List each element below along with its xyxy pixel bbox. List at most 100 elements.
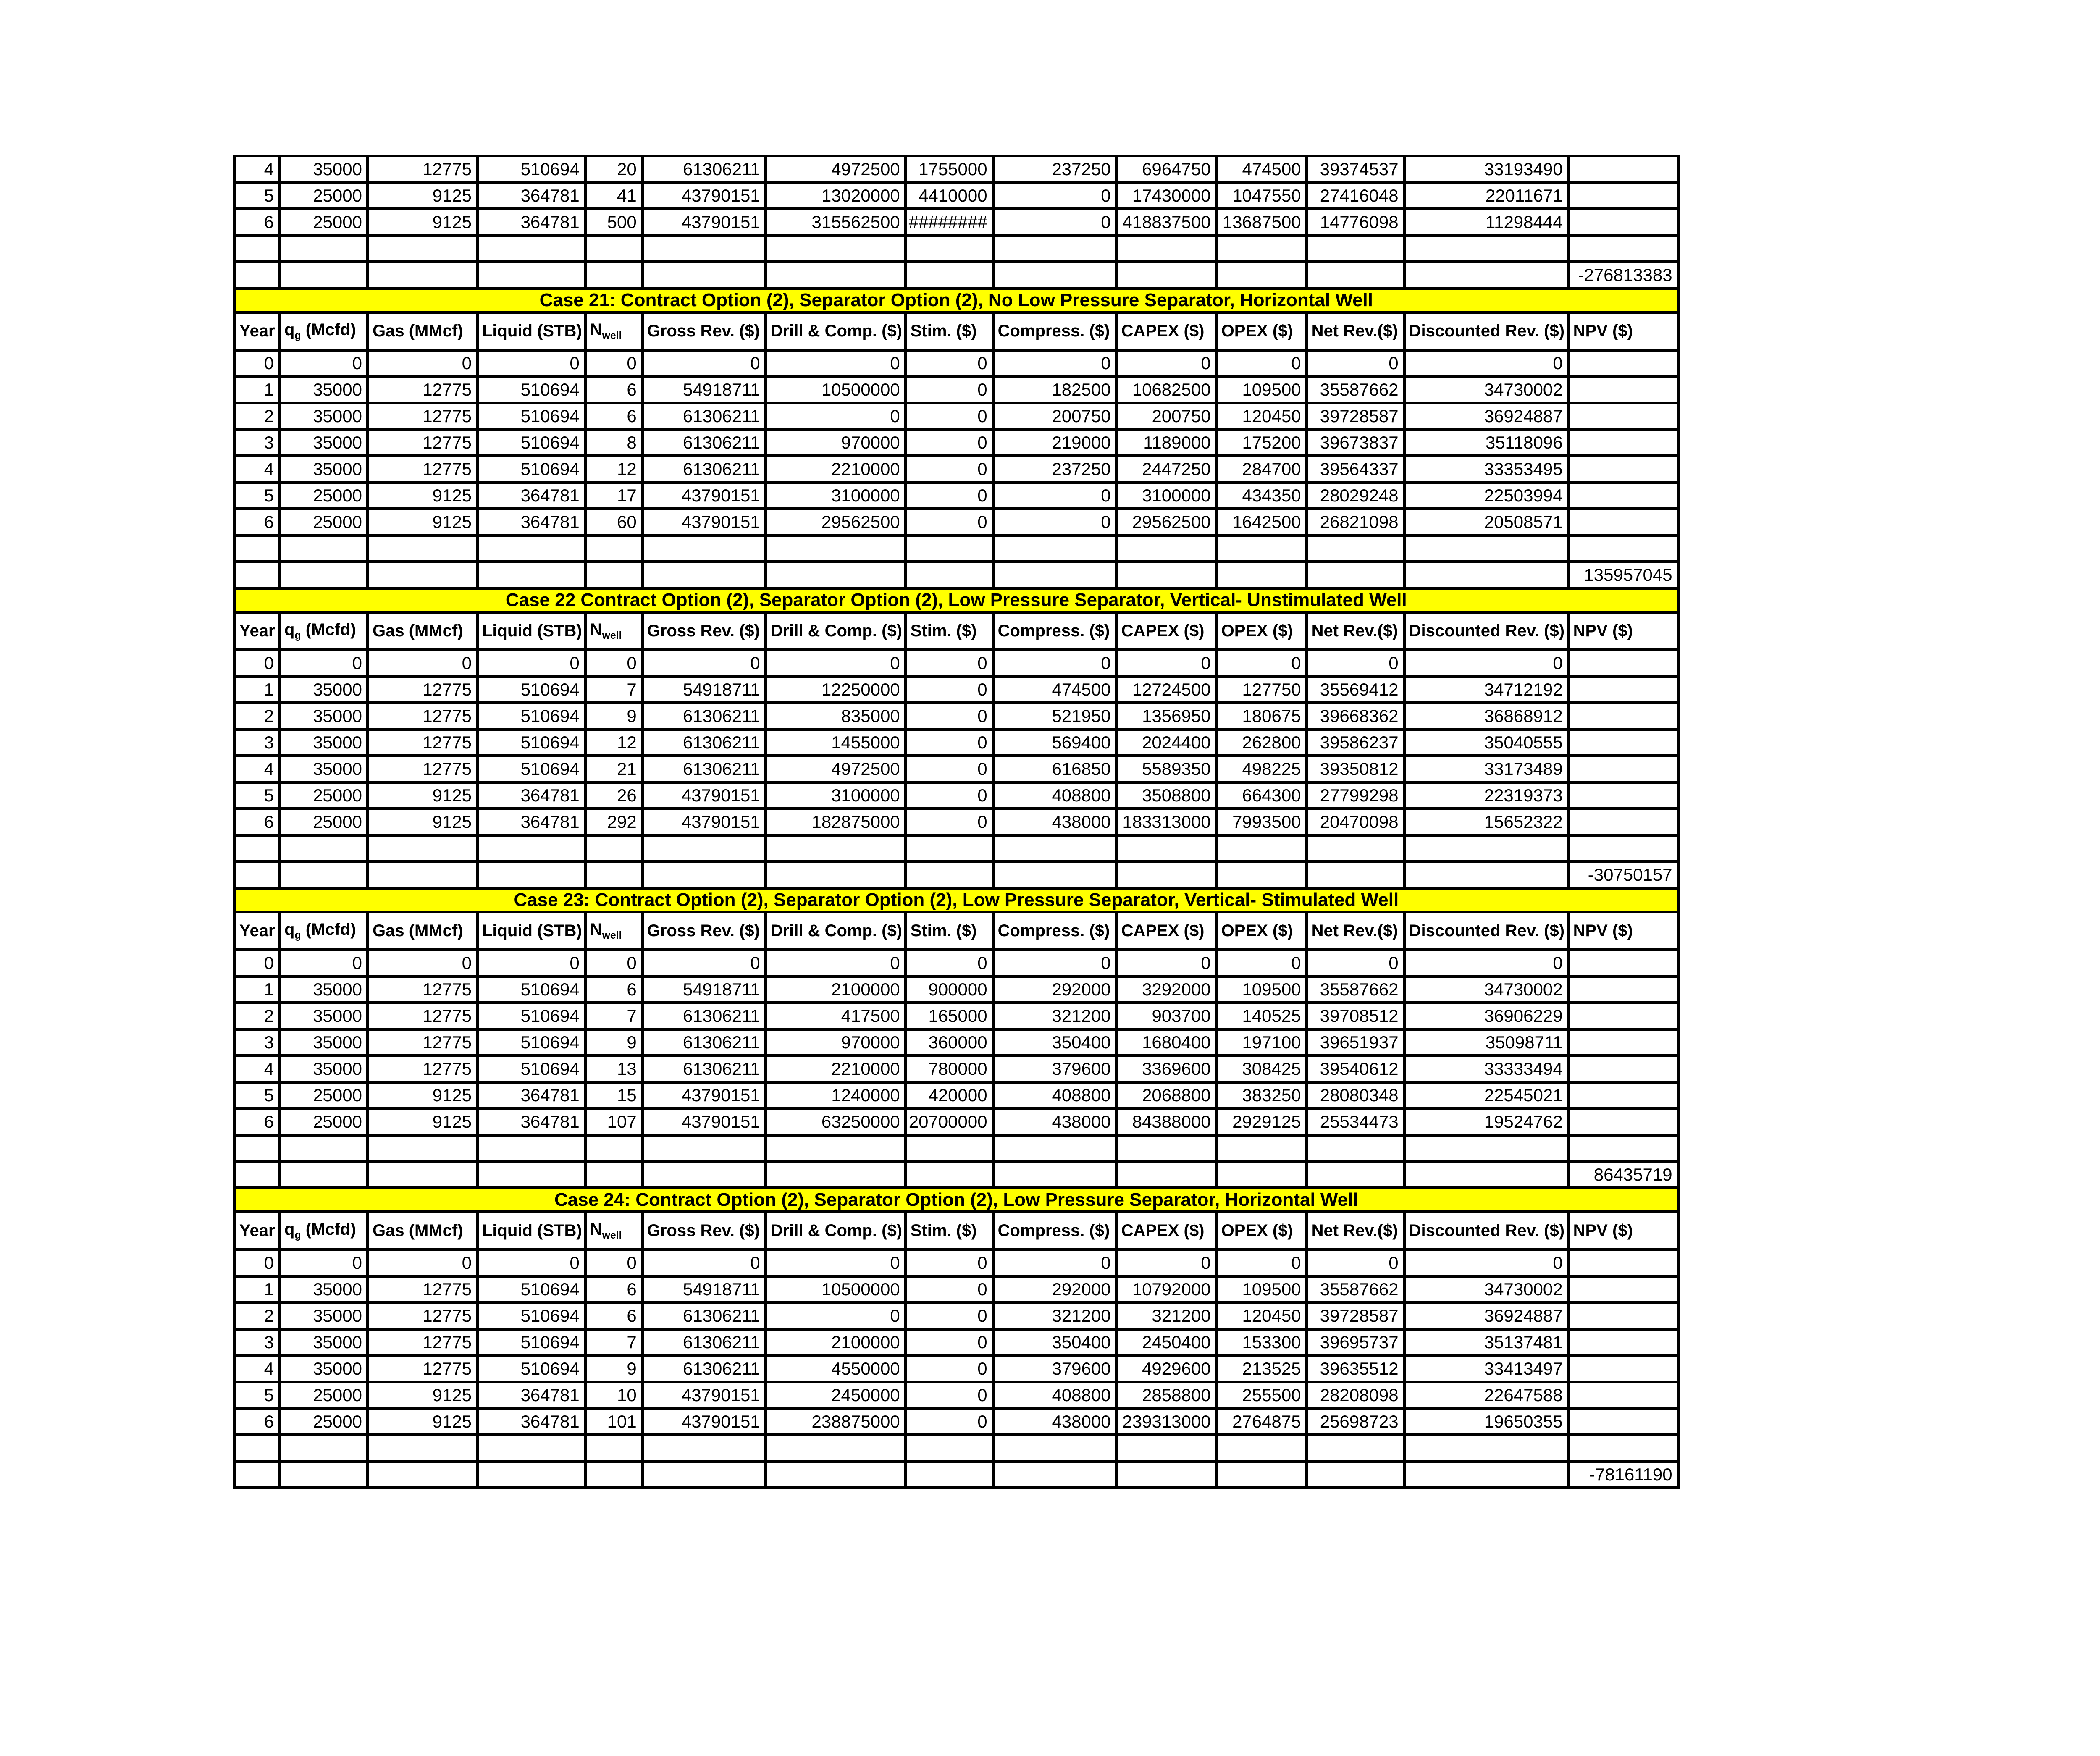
table-cell <box>1567 1301 1680 1331</box>
table-cell: 19524762 <box>1402 1107 1570 1137</box>
column-header-5: Gross Rev. ($) <box>640 311 767 352</box>
table-cell: 3 <box>233 428 281 457</box>
table-cell: 25000 <box>278 1381 369 1410</box>
table-cell: 0 <box>1305 648 1406 678</box>
table-cell: 0 <box>476 349 587 378</box>
table-cell: 0 <box>904 1248 995 1278</box>
table-cell: 39668362 <box>1305 701 1406 731</box>
table-cell: 33413497 <box>1402 1354 1570 1383</box>
table-cell: 10500000 <box>764 1275 907 1304</box>
table-cell: 26 <box>583 781 644 810</box>
table-cell: 213525 <box>1215 1354 1308 1383</box>
table-row: 3 35000 12775 510694 9 61306211 970000 360000 35… <box>233 1028 1680 1057</box>
table-cell: 15 <box>583 1081 644 1110</box>
spacer-row <box>233 534 1680 563</box>
table-cell: 10500000 <box>764 375 907 404</box>
table-cell <box>1567 534 1680 563</box>
table-cell: 510694 <box>476 1354 587 1383</box>
table-cell <box>366 834 479 863</box>
table-cell: 35000 <box>278 728 369 757</box>
table-cell: 2024400 <box>1115 728 1218 757</box>
table-cell: 3 <box>233 1028 281 1057</box>
spacer-row <box>233 1433 1680 1463</box>
table-cell <box>640 1134 767 1163</box>
table-cell: 33353495 <box>1402 454 1570 484</box>
table-cell <box>991 534 1118 563</box>
column-header-13: NPV ($) <box>1567 911 1680 951</box>
table-cell: 255500 <box>1215 1381 1308 1410</box>
table-cell: 0 <box>991 481 1118 510</box>
table-cell: 0 <box>583 1248 644 1278</box>
table-cell <box>1567 207 1680 237</box>
table-cell: 35098711 <box>1402 1028 1570 1057</box>
column-header-9: CAPEX ($) <box>1115 311 1218 352</box>
column-header-4: Nwell <box>583 611 644 651</box>
table-cell: 2100000 <box>764 975 907 1004</box>
table-cell: 0 <box>233 948 281 978</box>
column-header-7: Stim. ($) <box>904 611 995 651</box>
header-row: Year qg (Mcfd) Gas (MMcf) Liquid (STB) Nwell… <box>233 311 1680 352</box>
column-header-11: Net Rev.($) <box>1305 611 1406 651</box>
table-cell <box>366 260 479 290</box>
table-cell <box>278 1134 369 1163</box>
table-cell: 0 <box>904 948 995 978</box>
table-row: 2 35000 12775 510694 7 61306211 417500 165000 32… <box>233 1001 1680 1031</box>
column-header-6: Drill & Comp. ($) <box>764 1210 907 1251</box>
table-cell <box>233 260 281 290</box>
table-row: 6 25000 9125 364781 500 43790151 315562500 ####… <box>233 207 1680 237</box>
table-cell <box>1115 860 1218 890</box>
table-cell: 35000 <box>278 1301 369 1331</box>
table-cell: 9125 <box>366 1381 479 1410</box>
table-cell: 15652322 <box>1402 807 1570 837</box>
table-cell: 35118096 <box>1402 428 1570 457</box>
table-cell <box>233 234 281 263</box>
table-cell: 364781 <box>476 1407 587 1436</box>
table-cell: 9125 <box>366 1407 479 1436</box>
table-cell <box>476 1433 587 1463</box>
table-cell: 35000 <box>278 454 369 484</box>
table-cell: 364781 <box>476 781 587 810</box>
table-cell: 408800 <box>991 781 1118 810</box>
table-cell <box>1305 1134 1406 1163</box>
table-cell <box>366 234 479 263</box>
table-cell: 61306211 <box>640 155 767 184</box>
table-cell: 3292000 <box>1115 975 1218 1004</box>
table-cell: 0 <box>233 1248 281 1278</box>
table-cell: 61306211 <box>640 402 767 431</box>
table-cell: 0 <box>583 648 644 678</box>
table-cell: 61306211 <box>640 728 767 757</box>
table-cell: 43790151 <box>640 1407 767 1436</box>
table-cell: 510694 <box>476 402 587 431</box>
table-cell: 510694 <box>476 728 587 757</box>
table-cell: 0 <box>583 948 644 978</box>
table-cell: 0 <box>904 648 995 678</box>
table-cell: 120450 <box>1215 1301 1308 1331</box>
table-cell: 43790151 <box>640 1381 767 1410</box>
table-cell <box>1567 1001 1680 1031</box>
table-cell <box>233 860 281 890</box>
table-cell: 835000 <box>764 701 907 731</box>
table-cell: 43790151 <box>640 781 767 810</box>
table-cell <box>1305 260 1406 290</box>
column-header-1: qg (Mcfd) <box>278 311 369 352</box>
table-cell: 364781 <box>476 1381 587 1410</box>
table-cell: 0 <box>640 948 767 978</box>
table-cell: 9125 <box>366 207 479 237</box>
column-header-10: OPEX ($) <box>1215 611 1308 651</box>
table-cell <box>1567 155 1680 184</box>
table-cell: 0 <box>991 349 1118 378</box>
column-header-5: Gross Rev. ($) <box>640 611 767 651</box>
column-header-3: Liquid (STB) <box>476 911 587 951</box>
table-cell: 2447250 <box>1115 454 1218 484</box>
table-cell <box>991 1460 1118 1489</box>
table-cell: 43790151 <box>640 1081 767 1110</box>
table-cell <box>904 834 995 863</box>
table-cell <box>366 860 479 890</box>
table-cell <box>476 1134 587 1163</box>
table-cell <box>583 860 644 890</box>
table-cell <box>991 834 1118 863</box>
table-cell <box>1567 1275 1680 1304</box>
table-cell: 35587662 <box>1305 975 1406 1004</box>
table-cell: 0 <box>904 781 995 810</box>
table-cell: 0 <box>366 648 479 678</box>
